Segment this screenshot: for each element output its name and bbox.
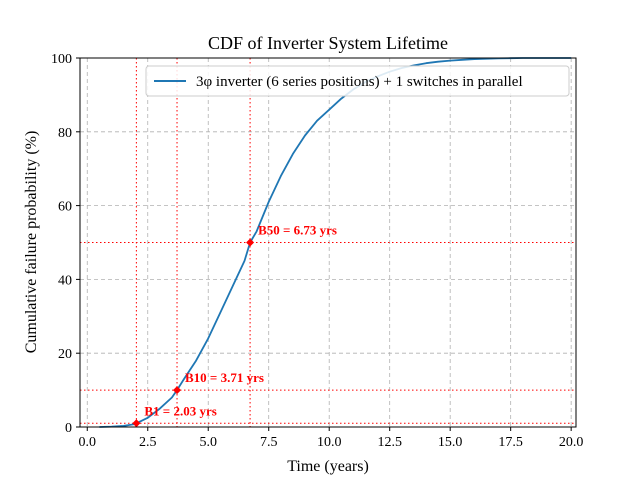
marker-point (132, 419, 141, 428)
x-tick-label: 15.0 (438, 435, 463, 450)
legend-label: 3φ inverter (6 series positions) + 1 swi… (196, 74, 523, 90)
x-tick-label: 2.5 (139, 435, 157, 450)
y-tick-label: 60 (58, 200, 72, 215)
x-tick-label: 10.0 (317, 435, 342, 450)
y-tick-label: 80 (58, 126, 72, 141)
x-tick-label: 7.5 (260, 435, 278, 450)
series-line (99, 57, 572, 428)
legend: 3φ inverter (6 series positions) + 1 swi… (145, 65, 570, 97)
y-tick-label: 100 (51, 52, 72, 67)
marker-point (246, 238, 255, 247)
y-axis-label: Cumulative failure probability (%) (23, 131, 40, 354)
y-tick-label: 40 (58, 273, 72, 288)
y-tick-label: 20 (58, 347, 72, 362)
x-tick-label: 0.0 (79, 435, 97, 450)
x-tick-label: 12.5 (377, 435, 402, 450)
x-axis-label: Time (years) (287, 458, 369, 475)
markers-layer: B1 = 2.03 yrs B10 = 3.71 yrs B50 = 6.73 yr… (132, 223, 337, 428)
marker-label: B50 = 6.73 yrs (258, 223, 337, 238)
chart-title: CDF of Inverter System Lifetime (208, 33, 448, 53)
marker-label: B1 = 2.03 yrs (144, 403, 216, 418)
y-tick-label: 0 (65, 421, 72, 436)
plot-frame (79, 57, 577, 428)
x-tick-label: 20.0 (559, 435, 584, 450)
marker-label: B10 = 3.71 yrs (185, 370, 264, 385)
x-axis-ticks: 0.0 2.5 5.0 7.5 10.0 12.5 15.0 17.5 20.0 (79, 427, 584, 450)
x-tick-label: 17.5 (498, 435, 523, 450)
marker-point (173, 386, 182, 395)
x-tick-label: 5.0 (199, 435, 217, 450)
legend-box (145, 65, 570, 97)
reference-lines (80, 58, 576, 427)
y-axis-ticks: 0 20 40 60 80 100 (51, 52, 80, 436)
series-layer (99, 57, 572, 428)
